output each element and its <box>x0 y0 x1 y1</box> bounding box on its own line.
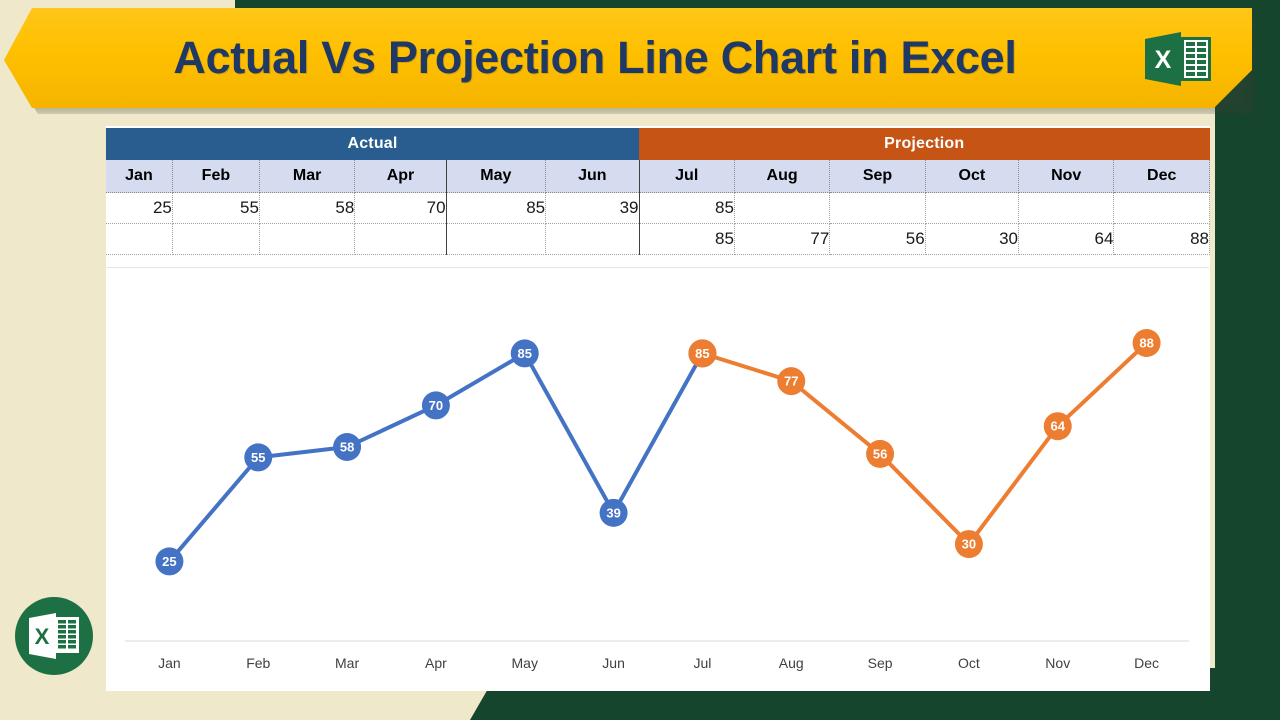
data-point-projection-oct[interactable]: 30 <box>954 530 983 559</box>
title-banner <box>4 8 1252 108</box>
month-header-jul: Jul <box>639 160 735 193</box>
data-point-projection-nov[interactable]: 64 <box>1043 412 1072 441</box>
cell-projection-row-apr <box>354 223 447 255</box>
cell-actual-row-may: 85 <box>446 192 547 224</box>
data-label: 85 <box>518 346 532 361</box>
x-axis-tick-mar: Mar <box>335 655 359 671</box>
cell-projection-row-mar <box>259 223 356 255</box>
data-point-projection-aug[interactable]: 77 <box>777 367 806 396</box>
group-header-projection: Projection <box>639 128 1210 160</box>
chart-canvas: Jan Feb Mar Apr May Jun Jul Aug Sep Oct Nov Dec 25 55… <box>125 329 1189 671</box>
data-label: 70 <box>429 398 443 413</box>
month-header-may: May <box>446 160 547 193</box>
cell-actual-row-aug <box>734 192 831 224</box>
month-header-jan: Jan <box>106 160 173 193</box>
page-title: Actual Vs Projection Line Chart in Excel <box>173 32 1017 83</box>
table-row: 25 55 58 70 85 39 85 <box>106 192 1210 224</box>
x-axis-tick-jun: Jun <box>602 655 625 671</box>
cell-actual-row-jan: 25 <box>106 192 173 224</box>
month-header-dec: Dec <box>1113 160 1210 193</box>
cell-projection-row-jan <box>106 223 173 255</box>
data-label: 25 <box>162 554 176 569</box>
cell-actual-row-feb: 55 <box>172 192 260 224</box>
x-axis-tick-feb: Feb <box>246 655 270 671</box>
cell-actual-row-apr: 70 <box>354 192 447 224</box>
cell-projection-row-sep: 56 <box>829 223 926 255</box>
cell-actual-row-sep <box>829 192 926 224</box>
x-axis-tick-sep: Sep <box>868 655 893 671</box>
background-green-right <box>1215 0 1280 720</box>
cell-projection-row-jul: 85 <box>639 223 735 255</box>
data-point-actual-jun[interactable]: 39 <box>599 498 628 527</box>
month-header-sep: Sep <box>829 160 926 193</box>
cell-actual-row-dec <box>1113 192 1210 224</box>
month-header-nov: Nov <box>1018 160 1115 193</box>
cell-actual-row-oct <box>925 192 1020 224</box>
cell-actual-row-jul: 85 <box>639 192 735 224</box>
cell-actual-row-nov <box>1018 192 1115 224</box>
month-header-apr: Apr <box>354 160 447 193</box>
x-axis-tick-apr: Apr <box>425 655 447 671</box>
month-header-feb: Feb <box>172 160 260 193</box>
x-axis-tick-oct: Oct <box>958 655 980 671</box>
x-axis-tick-may: May <box>512 655 538 671</box>
data-label: 56 <box>873 446 887 461</box>
x-axis-tick-jan: Jan <box>158 655 181 671</box>
group-header-actual: Actual <box>106 128 640 160</box>
x-axis-tick-aug: Aug <box>779 655 804 671</box>
x-axis-tick-nov: Nov <box>1045 655 1070 671</box>
data-label: 30 <box>962 537 976 552</box>
data-point-projection-jul[interactable]: 85 <box>688 339 717 368</box>
excel-logo-letter: X <box>1155 46 1172 74</box>
data-table: Actual Projection Jan Feb Mar Apr May Jun Jul Au… <box>106 128 1210 255</box>
data-label: 55 <box>251 450 265 465</box>
group-header-row: Actual Projection <box>106 128 1210 160</box>
month-header-mar: Mar <box>259 160 356 193</box>
data-label: 39 <box>606 505 620 520</box>
month-header-aug: Aug <box>734 160 831 193</box>
month-header-jun: Jun <box>545 160 640 193</box>
data-point-actual-apr[interactable]: 70 <box>421 391 450 420</box>
cell-actual-row-jun: 39 <box>545 192 640 224</box>
data-label: 77 <box>784 374 798 389</box>
data-label: 58 <box>340 440 354 455</box>
data-point-actual-jan[interactable]: 25 <box>155 547 184 576</box>
data-point-projection-sep[interactable]: 56 <box>866 439 895 468</box>
data-label: 88 <box>1139 336 1153 351</box>
cell-projection-row-may <box>446 223 547 255</box>
data-point-actual-feb[interactable]: 55 <box>244 443 273 472</box>
cell-projection-row-feb <box>172 223 260 255</box>
month-header-oct: Oct <box>925 160 1020 193</box>
x-axis-tick-jul: Jul <box>693 655 711 671</box>
line-chart: Jan Feb Mar Apr May Jun Jul Aug Sep Oct Nov Dec 25 55… <box>107 267 1209 683</box>
excel-circle-logo: X <box>15 597 93 675</box>
data-point-projection-dec[interactable]: 88 <box>1132 329 1161 357</box>
data-point-actual-may[interactable]: 85 <box>510 339 539 368</box>
table-row: 85 77 56 30 64 88 <box>106 223 1210 255</box>
cell-projection-row-dec: 88 <box>1113 223 1210 255</box>
data-point-actual-mar[interactable]: 58 <box>333 433 362 461</box>
cell-projection-row-oct: 30 <box>925 223 1020 255</box>
data-label: 64 <box>1051 419 1066 434</box>
cell-actual-row-mar: 58 <box>259 192 356 224</box>
excel-circle-logo-letter: X <box>35 624 50 649</box>
excel-logo: X <box>1143 31 1213 87</box>
cell-projection-row-nov: 64 <box>1018 223 1115 255</box>
series-line-projection <box>700 341 1149 547</box>
x-axis-tick-dec: Dec <box>1134 655 1159 671</box>
month-header-row: Jan Feb Mar Apr May Jun Jul Aug Sep Oct Nov Dec <box>106 160 1210 193</box>
data-label: 85 <box>695 346 709 361</box>
cell-projection-row-aug: 77 <box>734 223 831 255</box>
background-green-top <box>235 0 1280 10</box>
cell-projection-row-jun <box>545 223 640 255</box>
